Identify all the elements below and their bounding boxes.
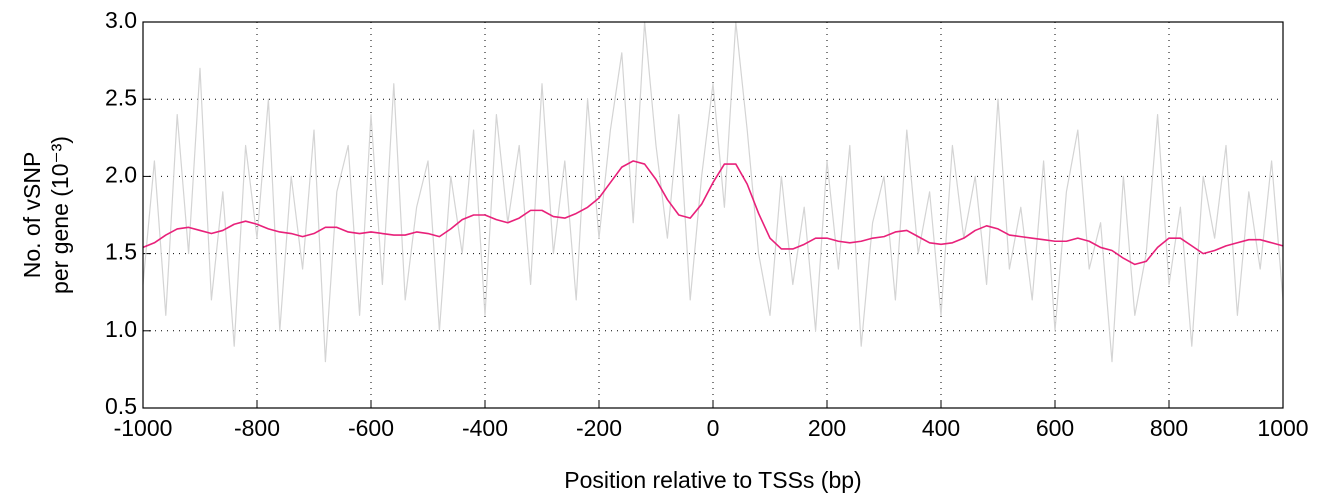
series-line: [142, 160, 1284, 266]
x-tick-label: 200: [808, 415, 846, 441]
series-line: [142, 21, 1284, 363]
x-tick-label: -1000: [114, 415, 173, 441]
y-tick-label: 0.5: [105, 393, 137, 419]
y-tick-label: 2.0: [105, 161, 137, 187]
y-tick-label: 3.0: [105, 7, 137, 33]
x-tick-label: -800: [234, 415, 280, 441]
x-tick-label: 0: [707, 415, 720, 441]
x-tick-label: -600: [348, 415, 394, 441]
x-tick-label: -400: [462, 415, 508, 441]
y-axis-title: per gene (10⁻³): [47, 136, 73, 294]
x-axis-title: Position relative to TSSs (bp): [564, 467, 861, 493]
x-tick-label: 600: [1036, 415, 1074, 441]
x-tick-label: 400: [922, 415, 960, 441]
x-tick-label: 1000: [1257, 415, 1308, 441]
y-axis-title: No. of vSNP: [19, 152, 45, 279]
y-tick-label: 2.5: [105, 84, 137, 110]
plot-frame: [142, 21, 1284, 409]
y-tick-label: 1.0: [105, 316, 137, 342]
x-tick-label: -200: [576, 415, 622, 441]
y-tick-label: 1.5: [105, 239, 137, 265]
x-tick-label: 800: [1150, 415, 1188, 441]
